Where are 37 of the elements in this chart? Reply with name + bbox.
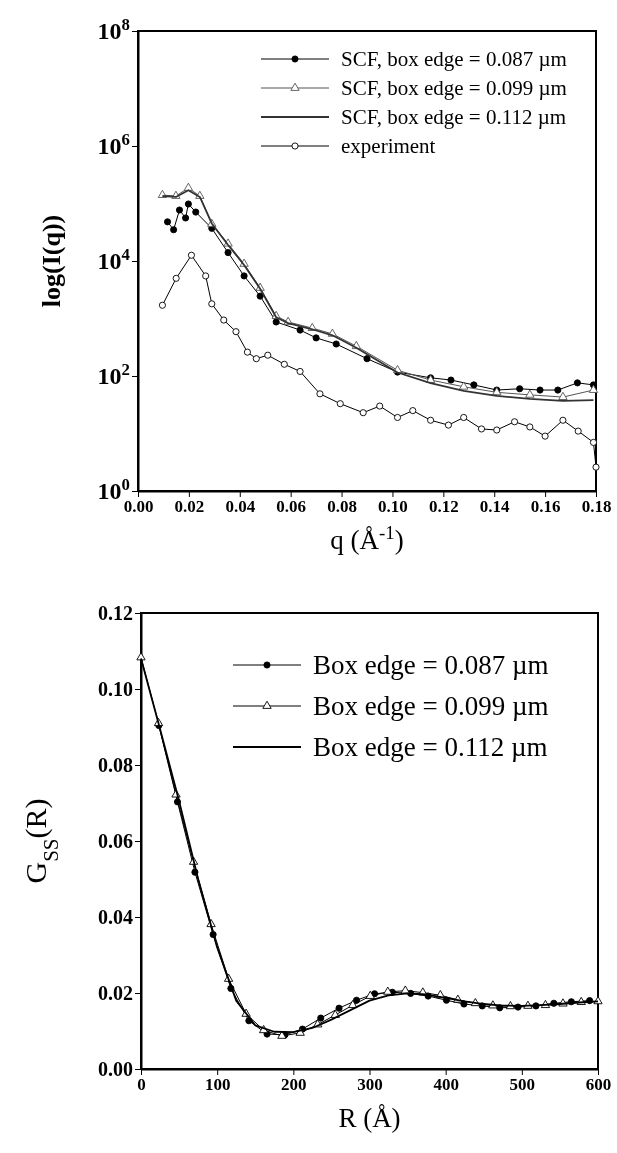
x-tick-label: 0.16 — [530, 497, 561, 517]
y-tick-label: 0.02 — [98, 981, 133, 1004]
x-tick-label: 0.02 — [174, 497, 205, 517]
x-tick-label: 0 — [137, 1075, 146, 1095]
x-tick-label: 100 — [204, 1075, 231, 1095]
x-tick-label: 400 — [433, 1075, 459, 1095]
x-tick-label: 0.18 — [581, 497, 612, 517]
x-tick-label: 0.08 — [327, 497, 357, 517]
x-tick-label: 0.06 — [276, 497, 307, 517]
y-tick-label: 10$^{8}$ — [97, 14, 130, 45]
legend-label: experiment — [341, 134, 436, 159]
x-axis-title: R (Å) — [338, 1103, 401, 1133]
x-tick-label: 600 — [585, 1075, 612, 1095]
y-tick-label: 0.10 — [98, 677, 133, 700]
x-tick-label: 300 — [357, 1075, 383, 1095]
x-tick-label: 0.14 — [479, 497, 511, 517]
x-tick-label: 0.04 — [225, 497, 256, 517]
y-tick-label: 0.12 — [98, 601, 133, 624]
x-axis-title: q (Å$^{-1}$) — [330, 521, 404, 555]
y-tick-label: 0.08 — [98, 753, 133, 776]
x-tick-label: 0.12 — [428, 497, 459, 517]
y-tick-label: 0.06 — [98, 829, 133, 852]
legend-label: Box edge = 0.087 µm — [313, 650, 549, 681]
legend-label: Box edge = 0.099 µm — [313, 691, 549, 722]
x-tick-label: 0.10 — [378, 497, 408, 517]
y-tick-label: 0.00 — [98, 1057, 133, 1080]
y-tick-label: 10$^{6}$ — [97, 129, 130, 160]
x-tick-label: 500 — [509, 1075, 536, 1095]
y-tick-label: 0.04 — [98, 905, 133, 928]
y-tick-label: 10$^{4}$ — [97, 244, 131, 275]
legend-label: SCF, box edge = 0.099 µm — [341, 76, 567, 101]
x-tick-label: 200 — [281, 1075, 307, 1095]
legend-label: SCF, box edge = 0.087 µm — [341, 47, 567, 72]
y-axis-title: log(I(q)) — [37, 214, 66, 308]
legend-label: Box edge = 0.112 µm — [313, 732, 548, 763]
y-tick-label: 10$^{2}$ — [97, 359, 130, 390]
legend-label: SCF, box edge = 0.112 µm — [341, 105, 567, 130]
